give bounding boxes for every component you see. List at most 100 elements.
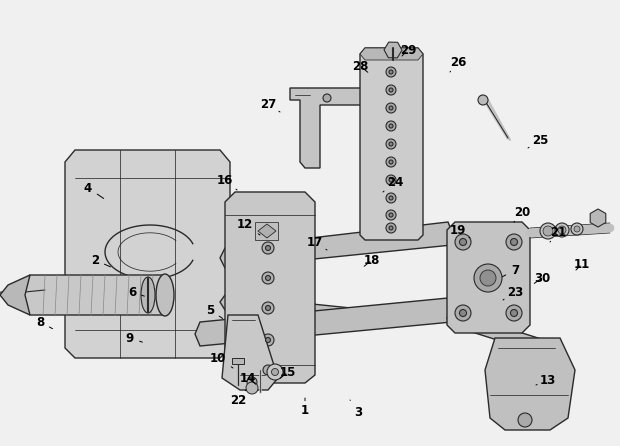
Text: 11: 11 — [574, 257, 590, 271]
Circle shape — [389, 70, 393, 74]
Circle shape — [272, 368, 278, 376]
Circle shape — [506, 305, 522, 321]
Circle shape — [386, 193, 396, 203]
Polygon shape — [360, 48, 423, 240]
Circle shape — [386, 210, 396, 220]
Circle shape — [510, 310, 518, 317]
Text: 3: 3 — [350, 400, 362, 418]
Circle shape — [265, 245, 270, 251]
Circle shape — [459, 310, 466, 317]
Text: 29: 29 — [400, 44, 416, 57]
Circle shape — [386, 67, 396, 77]
Circle shape — [474, 264, 502, 292]
Circle shape — [263, 365, 273, 375]
Text: 30: 30 — [534, 272, 550, 285]
Circle shape — [506, 234, 522, 250]
Circle shape — [386, 223, 396, 233]
Text: 24: 24 — [383, 175, 403, 192]
Polygon shape — [220, 295, 452, 328]
Circle shape — [247, 377, 257, 387]
Text: 23: 23 — [503, 285, 523, 300]
Text: 10: 10 — [210, 351, 233, 368]
Circle shape — [262, 334, 274, 346]
Ellipse shape — [141, 277, 155, 313]
Polygon shape — [8, 275, 165, 315]
Text: 13: 13 — [536, 373, 556, 387]
Polygon shape — [222, 315, 278, 390]
Circle shape — [386, 157, 396, 167]
Text: 25: 25 — [528, 133, 548, 148]
Text: 17: 17 — [307, 235, 327, 250]
Polygon shape — [232, 358, 244, 364]
Circle shape — [262, 272, 274, 284]
Circle shape — [389, 88, 393, 92]
Circle shape — [386, 85, 396, 95]
Circle shape — [386, 139, 396, 149]
Text: 16: 16 — [217, 173, 237, 190]
Polygon shape — [220, 222, 452, 268]
Circle shape — [265, 338, 270, 343]
Text: 22: 22 — [230, 390, 246, 406]
Circle shape — [262, 302, 274, 314]
Circle shape — [389, 124, 393, 128]
Circle shape — [389, 142, 393, 146]
Circle shape — [389, 196, 393, 200]
Ellipse shape — [156, 274, 174, 316]
Polygon shape — [590, 209, 606, 227]
Circle shape — [510, 239, 518, 245]
Circle shape — [571, 223, 583, 235]
Circle shape — [389, 178, 393, 182]
Circle shape — [455, 234, 471, 250]
Circle shape — [518, 413, 532, 427]
Circle shape — [265, 306, 270, 310]
Text: 9: 9 — [126, 331, 143, 344]
Text: 26: 26 — [450, 55, 466, 72]
Circle shape — [555, 223, 569, 237]
Text: 20: 20 — [514, 206, 530, 222]
Polygon shape — [255, 222, 278, 240]
Circle shape — [267, 364, 283, 380]
Text: 6: 6 — [128, 285, 144, 298]
Polygon shape — [258, 224, 276, 238]
Circle shape — [455, 305, 471, 321]
Text: 2: 2 — [91, 253, 110, 267]
Text: 12: 12 — [237, 219, 260, 235]
Circle shape — [558, 226, 566, 234]
Circle shape — [386, 121, 396, 131]
Circle shape — [323, 94, 331, 102]
Text: 7: 7 — [502, 264, 519, 277]
Text: 19: 19 — [450, 223, 470, 238]
Circle shape — [389, 106, 393, 110]
Circle shape — [389, 213, 393, 217]
Text: 1: 1 — [301, 398, 309, 417]
Circle shape — [386, 175, 396, 185]
Circle shape — [389, 160, 393, 164]
Text: 15: 15 — [280, 366, 296, 379]
Polygon shape — [447, 310, 565, 360]
Text: 21: 21 — [550, 226, 566, 242]
Circle shape — [459, 239, 466, 245]
Text: 18: 18 — [364, 253, 380, 267]
Polygon shape — [447, 222, 530, 333]
Circle shape — [389, 226, 393, 230]
Circle shape — [262, 242, 274, 254]
Polygon shape — [0, 275, 30, 315]
Polygon shape — [195, 298, 452, 346]
Circle shape — [386, 103, 396, 113]
Polygon shape — [360, 48, 423, 60]
Circle shape — [480, 270, 496, 286]
Circle shape — [265, 276, 270, 281]
Circle shape — [246, 382, 258, 394]
Circle shape — [540, 223, 556, 239]
Polygon shape — [225, 192, 315, 383]
Polygon shape — [485, 338, 575, 430]
Polygon shape — [290, 88, 362, 168]
Polygon shape — [65, 150, 230, 358]
Text: 27: 27 — [260, 98, 280, 112]
Text: 28: 28 — [352, 59, 368, 73]
Text: 14: 14 — [240, 372, 256, 384]
Text: 4: 4 — [84, 182, 104, 198]
Circle shape — [574, 226, 580, 232]
Text: 8: 8 — [36, 315, 53, 329]
Circle shape — [478, 95, 488, 105]
